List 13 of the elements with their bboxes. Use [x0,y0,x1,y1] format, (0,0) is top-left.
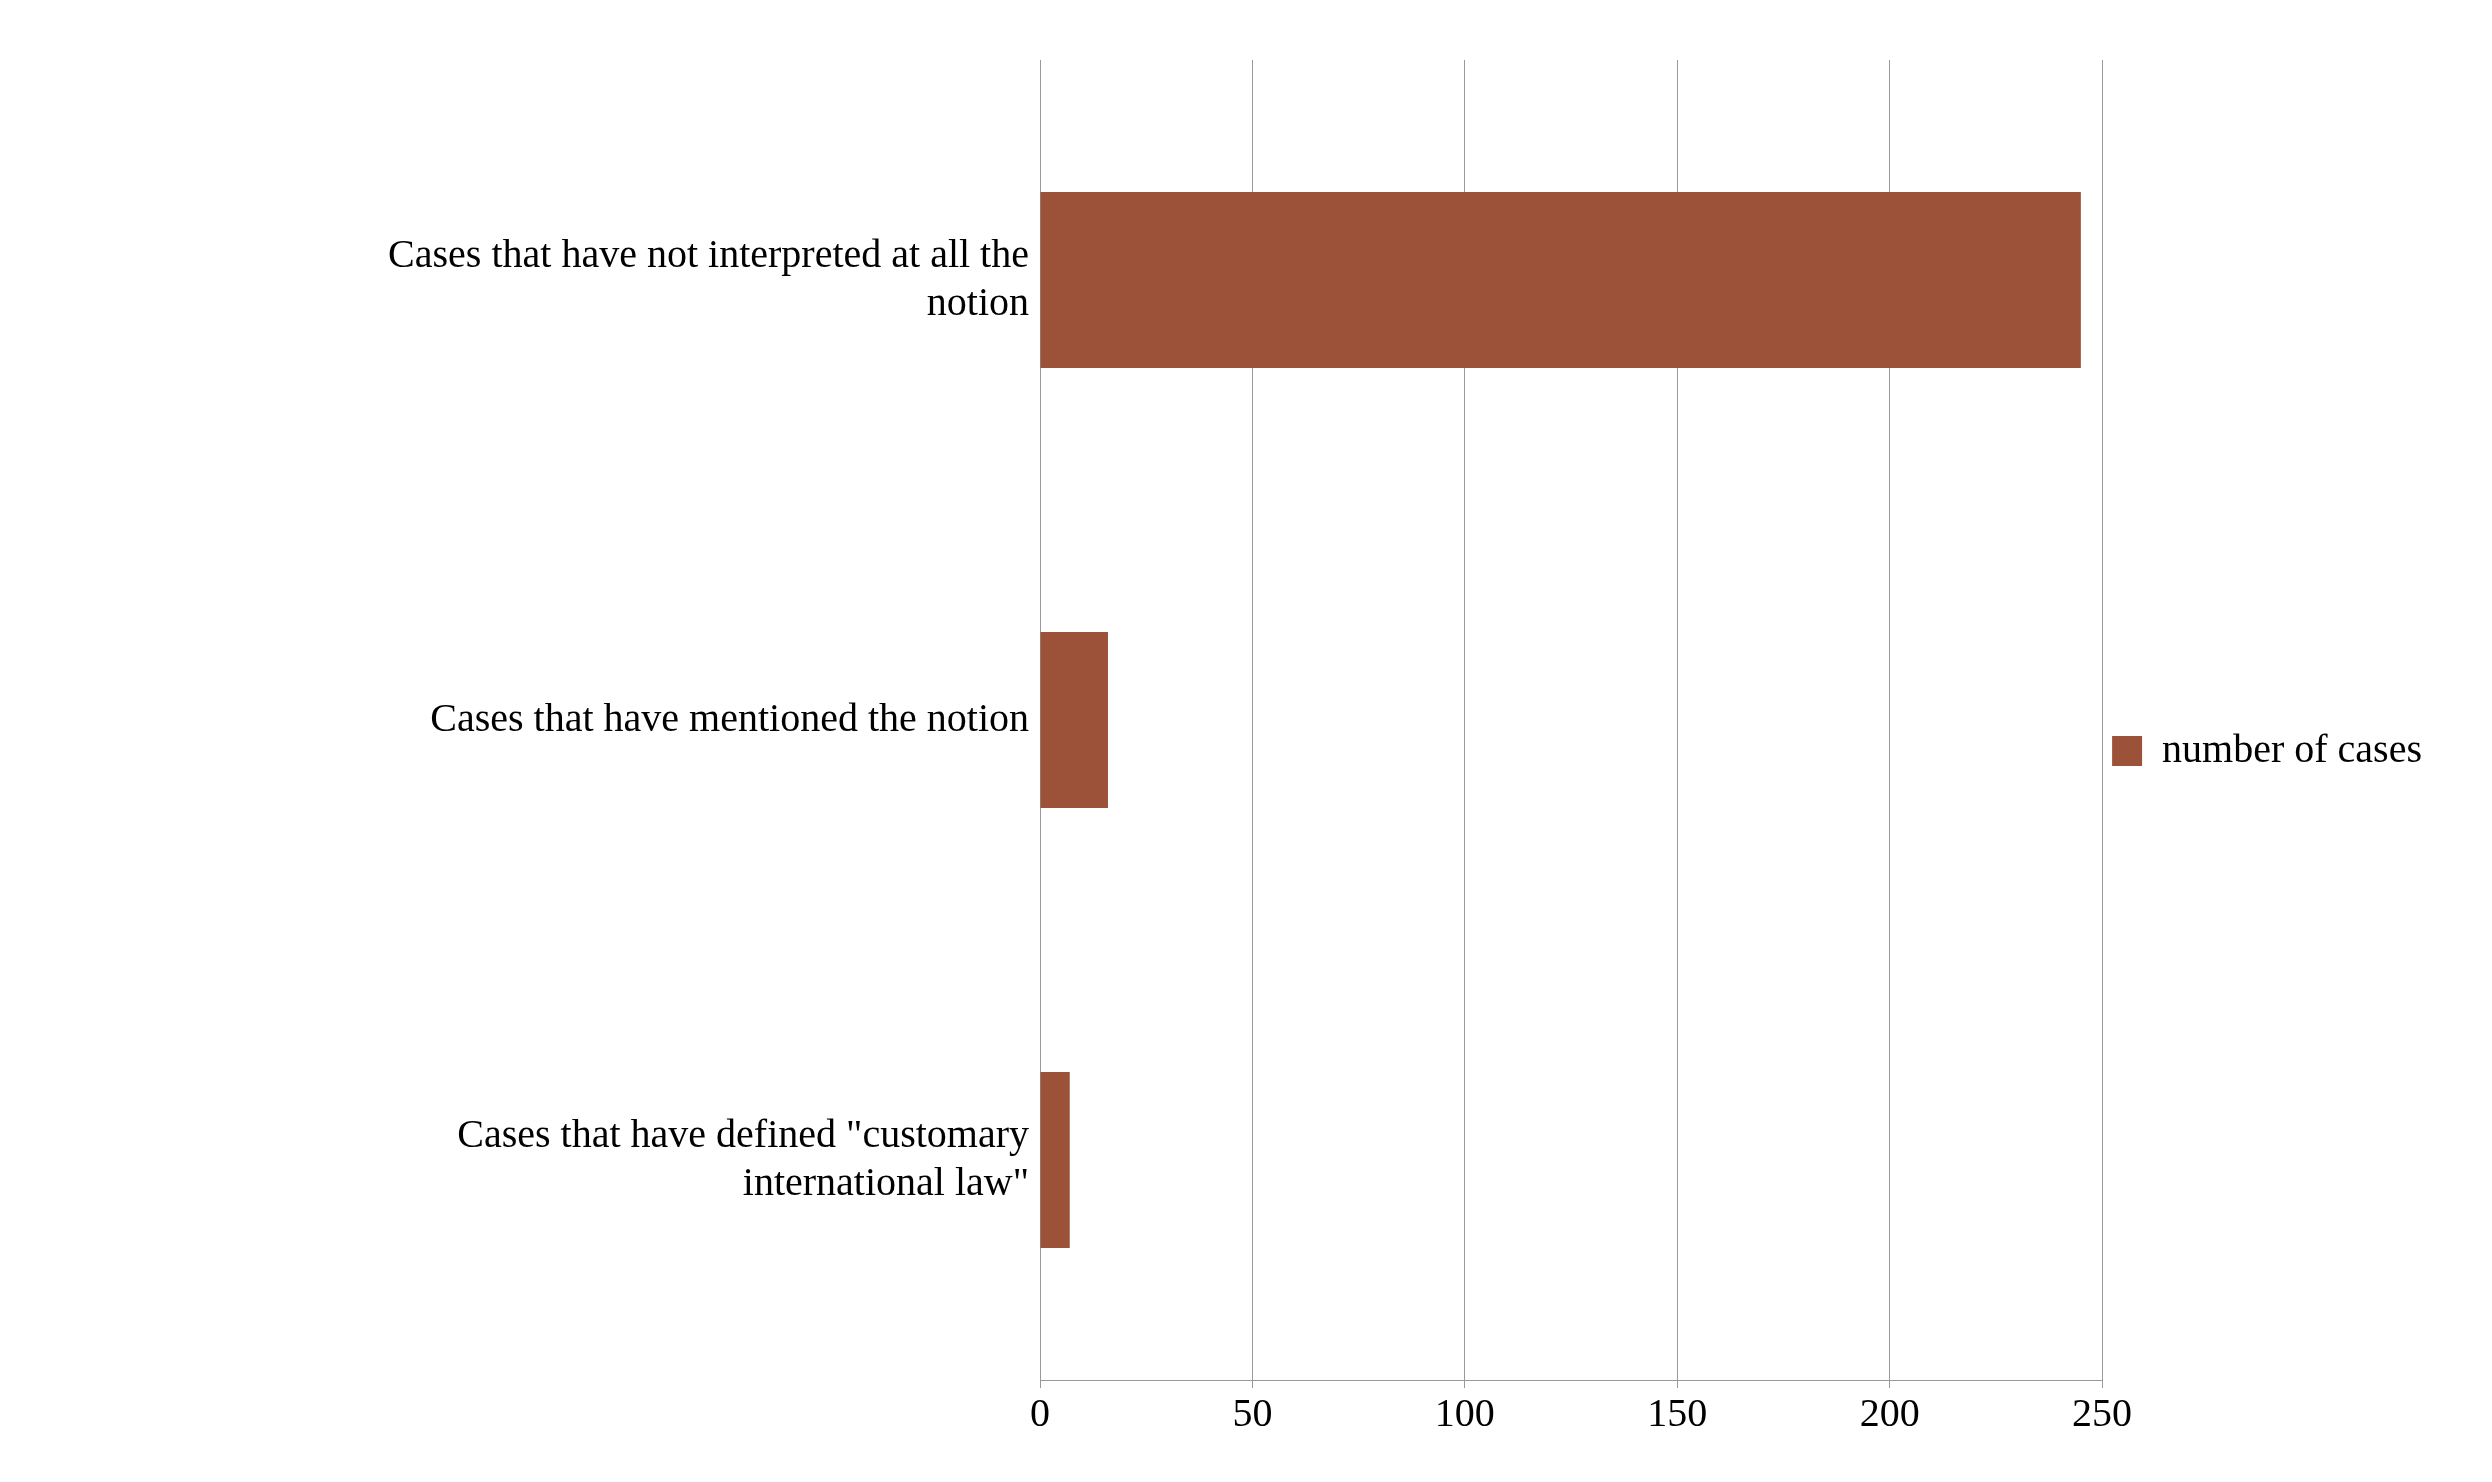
x-tick-label: 0 [1030,1389,1050,1435]
y-tick-label: Cases that have mentioned the notion [430,694,1029,740]
x-tick-label: 150 [1647,1389,1708,1435]
bar [1040,192,2081,368]
legend-label: number of cases [2162,725,2422,771]
y-tick-label: Cases that have defined "customary international law" [457,1110,1029,1204]
x-tick-label: 100 [1434,1389,1495,1435]
x-tick-label: 200 [1859,1389,1920,1435]
y-tick-label: Cases that have not interpreted at all the notion [388,230,1029,324]
bar [1040,1072,1070,1248]
x-tick-label: 250 [2072,1389,2133,1435]
x-tick-label: 50 [1232,1389,1273,1435]
bar [1040,632,1108,808]
